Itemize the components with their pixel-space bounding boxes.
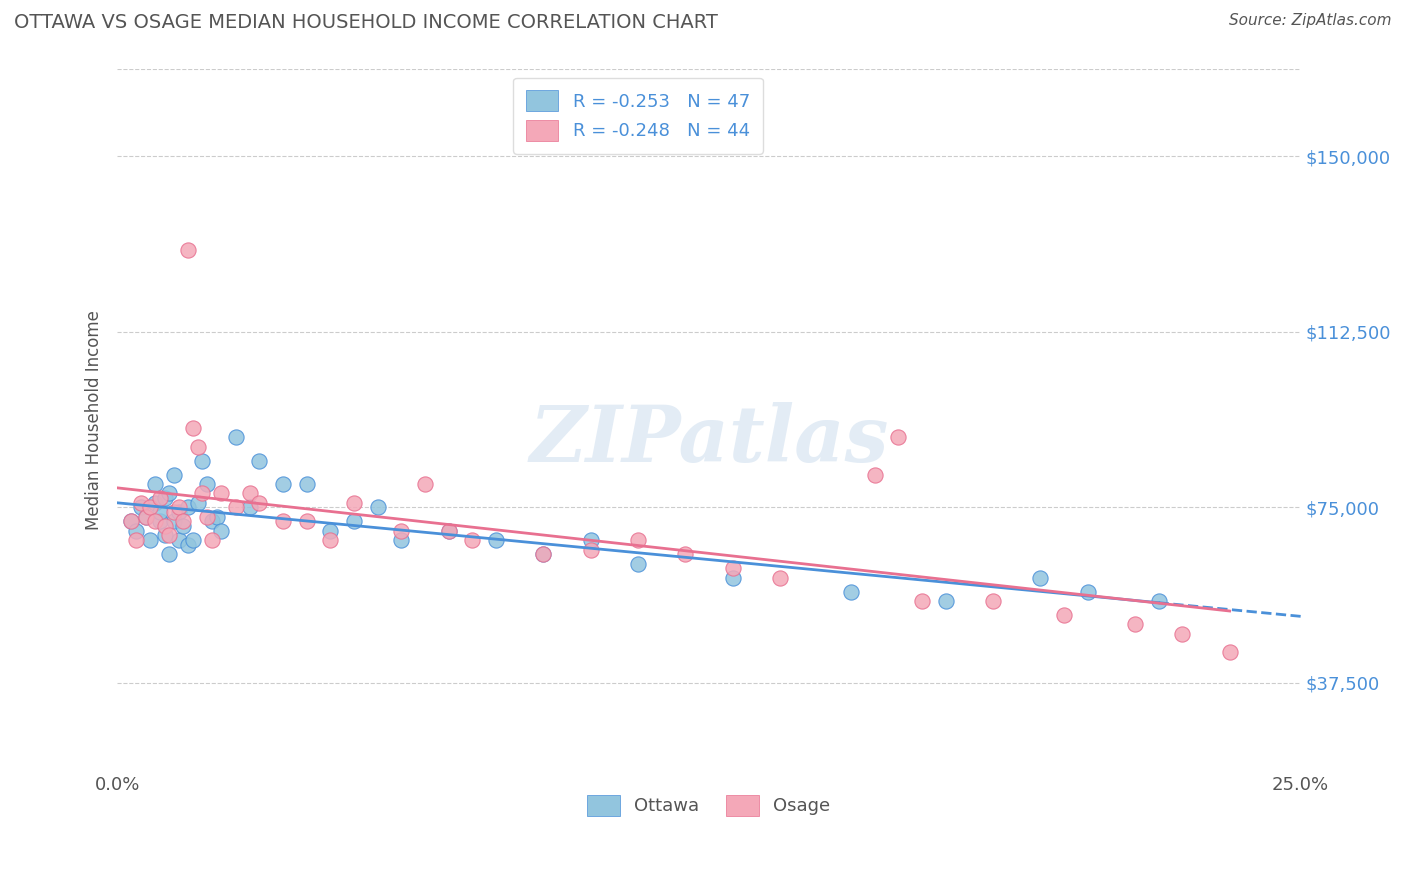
Point (887, 430, 910, 444)
Point (389, 533, 412, 548)
Point (181, 533, 204, 548)
Point (839, 584, 862, 599)
Point (187, 440, 209, 454)
Point (153, 519, 176, 533)
Point (177, 500, 200, 515)
Text: ZIPatlas: ZIPatlas (529, 402, 889, 479)
Point (143, 477, 166, 491)
Point (225, 430, 247, 444)
Point (167, 505, 190, 519)
Point (247, 496, 270, 510)
Point (143, 496, 166, 510)
Point (201, 533, 224, 548)
Point (271, 515, 294, 529)
Point (191, 453, 214, 467)
Point (295, 515, 318, 529)
Point (187, 496, 209, 510)
Point (437, 524, 460, 538)
Point (911, 594, 934, 608)
Point (195, 477, 218, 491)
Point (319, 524, 342, 538)
Point (195, 509, 218, 524)
Point (125, 524, 148, 538)
Point (205, 509, 228, 524)
Point (627, 557, 650, 571)
Point (935, 594, 957, 608)
Point (367, 500, 389, 515)
Point (135, 509, 157, 524)
Point (167, 500, 190, 515)
Point (295, 477, 318, 491)
Point (167, 533, 190, 548)
Point (149, 505, 172, 519)
Point (343, 496, 366, 510)
Point (721, 561, 744, 575)
Point (461, 533, 484, 548)
Y-axis label: Median Household Income: Median Household Income (86, 310, 103, 530)
Text: Source: ZipAtlas.com: Source: ZipAtlas.com (1229, 13, 1392, 29)
Point (135, 509, 157, 524)
Point (721, 571, 744, 585)
Point (1053, 608, 1076, 623)
Point (149, 491, 172, 505)
Point (201, 515, 224, 529)
Point (143, 515, 166, 529)
Point (157, 528, 180, 542)
Point (863, 467, 886, 482)
Point (209, 486, 232, 500)
Legend: Ottawa, Osage: Ottawa, Osage (578, 786, 839, 825)
Point (120, 515, 142, 529)
Point (177, 538, 200, 552)
Point (225, 500, 247, 515)
Point (1147, 594, 1170, 608)
Point (981, 594, 1004, 608)
Point (627, 533, 650, 548)
Point (177, 243, 200, 257)
Point (149, 515, 172, 529)
Point (129, 496, 152, 510)
Point (153, 491, 176, 505)
Point (343, 515, 366, 529)
Point (579, 542, 602, 557)
Point (389, 524, 412, 538)
Point (191, 486, 214, 500)
Point (673, 547, 696, 561)
Point (163, 515, 186, 529)
Point (125, 533, 148, 548)
Point (1219, 645, 1241, 659)
Point (413, 477, 436, 491)
Point (437, 524, 460, 538)
Point (579, 533, 602, 548)
Point (120, 515, 142, 529)
Point (1029, 571, 1052, 585)
Point (153, 528, 176, 542)
Point (139, 533, 162, 548)
Point (157, 547, 180, 561)
Point (181, 421, 204, 435)
Point (1123, 617, 1146, 632)
Point (172, 519, 194, 533)
Point (271, 477, 294, 491)
Point (531, 547, 554, 561)
Point (157, 486, 180, 500)
Point (172, 515, 194, 529)
Point (209, 524, 232, 538)
Point (319, 533, 342, 548)
Point (239, 486, 262, 500)
Point (163, 505, 186, 519)
Point (129, 500, 152, 515)
Text: OTTAWA VS OSAGE MEDIAN HOUSEHOLD INCOME CORRELATION CHART: OTTAWA VS OSAGE MEDIAN HOUSEHOLD INCOME … (14, 13, 718, 32)
Point (1077, 584, 1099, 599)
Point (247, 453, 270, 467)
Point (239, 500, 262, 515)
Point (163, 467, 186, 482)
Point (1171, 627, 1194, 641)
Point (139, 500, 162, 515)
Point (485, 533, 508, 548)
Point (769, 571, 792, 585)
Point (531, 547, 554, 561)
